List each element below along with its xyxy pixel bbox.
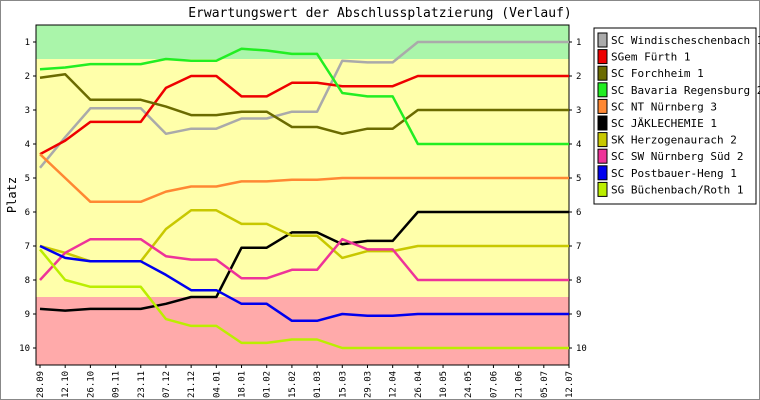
legend-box (593, 27, 757, 205)
series-line (39, 248, 569, 350)
x-tick-label: 29.03 (363, 371, 373, 398)
y-tick-label: 2 (25, 72, 30, 82)
x-tick-label: 01.02 (263, 371, 273, 398)
x-tick-label: 04.01 (212, 371, 222, 398)
y-tick-label-right: 7 (576, 242, 581, 252)
y-tick-label-right: 6 (576, 208, 581, 218)
y-tick-label-right: 4 (576, 140, 581, 150)
x-tick-label: 18.01 (238, 371, 248, 398)
x-tick-label: 12.07 (565, 371, 575, 398)
y-tick-label-right: 5 (576, 174, 581, 184)
legend-swatch (597, 165, 608, 181)
x-tick-label: 21.12 (187, 371, 197, 398)
x-tick-label: 26.04 (414, 371, 424, 398)
y-tick-label: 7 (25, 242, 30, 252)
y-tick-label: 9 (25, 310, 30, 320)
legend-label: SC JÄKLECHEMIE 1 (611, 117, 717, 130)
legend-label: SC Bavaria Regensburg 2 (611, 84, 760, 97)
legend-label: SC NT Nürnberg 3 (611, 100, 717, 113)
legend-label: SC Windischeschenbach 1 (611, 34, 760, 47)
y-tick-label-right: 10 (576, 344, 587, 354)
x-tick-label: 07.12 (162, 371, 172, 398)
legend-label: SC SW Nürnberg Süd 2 (611, 150, 743, 163)
x-tick-label: 12.04 (389, 371, 399, 398)
legend-swatch (597, 65, 608, 81)
x-tick-label: 26.10 (86, 371, 96, 398)
y-tick-label-right: 9 (576, 310, 581, 320)
x-tick-label: 10.05 (439, 371, 449, 398)
legend-swatch (597, 98, 608, 114)
y-tick-label-right: 2 (576, 72, 581, 82)
legend-swatch (597, 115, 608, 131)
x-tick-label: 05.07 (540, 371, 550, 398)
series-line (39, 153, 569, 204)
series-line (39, 74, 569, 156)
series-line (39, 210, 569, 312)
legend-label: SC Forchheim 1 (611, 67, 704, 80)
x-tick-label: 12.10 (61, 371, 71, 398)
y-tick-label: 8 (25, 276, 30, 286)
legend-label: SK Herzogenaurach 2 (611, 134, 737, 147)
y-tick-label: 3 (25, 106, 30, 116)
legend-swatch (597, 82, 608, 98)
chart-title: Erwartungswert der Abschlussplatzierung … (188, 6, 572, 21)
x-tick-label: 01.03 (313, 371, 323, 398)
series-line (39, 47, 569, 146)
y-tick-label-right: 8 (576, 276, 581, 286)
x-tick-label: 21.06 (515, 371, 525, 398)
plot-border (35, 24, 570, 366)
legend-swatch (597, 49, 608, 65)
y-tick-label: 4 (25, 140, 30, 150)
y-tick-label-right: 3 (576, 106, 581, 116)
y-tick-label: 10 (19, 344, 30, 354)
legend-swatch (597, 132, 608, 148)
y-tick-label: 1 (25, 38, 30, 48)
legend-label: SC Postbauer-Heng 1 (611, 167, 737, 180)
x-tick-label: 07.06 (489, 371, 499, 398)
legend-label: SG Büchenbach/Roth 1 (611, 183, 743, 196)
legend-swatch (597, 32, 608, 48)
legend: SC Windischeschenbach 1 SGem Fürth 1 SC Fo… (593, 27, 760, 205)
x-tick-label: 15.03 (338, 371, 348, 398)
x-tick-label: 24.05 (464, 371, 474, 398)
relegation-zone (36, 297, 569, 365)
x-tick-label: 23.11 (137, 371, 147, 398)
y-tick-label: 6 (25, 208, 30, 218)
x-tick-label: 28.09 (36, 371, 46, 398)
legend-swatch (597, 181, 608, 197)
y-axis-label: Platz (5, 177, 19, 213)
series-line (39, 237, 569, 282)
series-line (39, 244, 569, 323)
y-tick-label: 5 (25, 174, 30, 184)
x-tick-label: 09.11 (112, 371, 122, 398)
series-line (39, 40, 569, 169)
series-line (39, 73, 569, 136)
y-tick-label-right: 1 (576, 38, 581, 48)
legend-label: SGem Fürth 1 (611, 51, 690, 64)
legend-swatch (597, 148, 608, 164)
x-tick-label: 15.02 (288, 371, 298, 398)
